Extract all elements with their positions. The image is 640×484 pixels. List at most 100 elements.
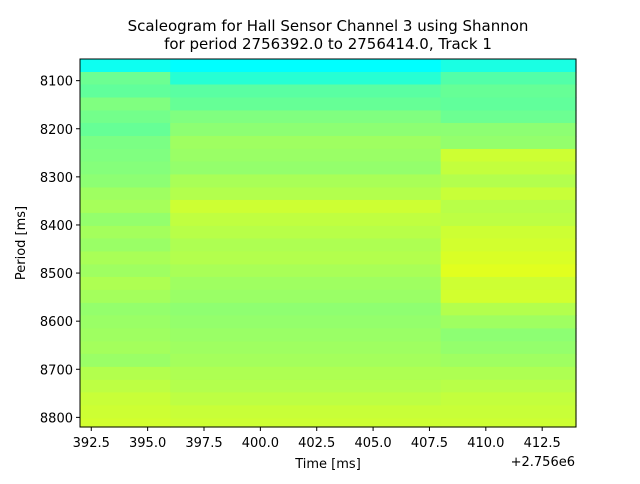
heatmap-cell bbox=[440, 251, 577, 266]
y-tick-label: 8700 bbox=[40, 363, 73, 378]
heatmap-cell bbox=[170, 161, 442, 176]
x-tick-label: 407.5 bbox=[411, 436, 448, 451]
heatmap-cell bbox=[170, 148, 442, 163]
heatmap-cell bbox=[440, 225, 577, 240]
heatmap-cell bbox=[80, 225, 171, 240]
heatmap-cell bbox=[170, 264, 442, 278]
x-axis-label: Time [ms] bbox=[294, 457, 361, 472]
heatmap-cell bbox=[80, 315, 171, 329]
x-tick-label: 412.5 bbox=[524, 436, 561, 451]
heatmap-cell bbox=[170, 84, 442, 99]
heatmap-cell bbox=[170, 392, 442, 406]
heatmap-cell bbox=[440, 84, 577, 99]
heatmap-cell bbox=[170, 110, 442, 124]
heatmap-cell bbox=[440, 315, 577, 329]
heatmap-cell bbox=[80, 302, 171, 316]
heatmap-cell bbox=[80, 353, 171, 368]
heatmap-cell bbox=[170, 122, 442, 137]
x-tick-label: 397.5 bbox=[185, 436, 222, 451]
heatmap-cell bbox=[80, 148, 171, 163]
heatmap-cell bbox=[440, 392, 577, 406]
heatmap-cell bbox=[80, 251, 171, 266]
heatmap-cell bbox=[80, 405, 171, 419]
heatmap-cell bbox=[170, 187, 442, 201]
heatmap-cell bbox=[80, 328, 171, 342]
y-axis-label: Period [ms] bbox=[14, 206, 29, 280]
heatmap-cell bbox=[80, 264, 171, 278]
heatmap-cell bbox=[80, 418, 171, 428]
heatmap-cell bbox=[80, 135, 171, 150]
heatmap-cell bbox=[80, 289, 171, 304]
heatmap-cell bbox=[440, 97, 577, 112]
chart-title-line1: Scaleogram for Hall Sensor Channel 3 usi… bbox=[128, 17, 529, 35]
heatmap-cell bbox=[440, 289, 577, 304]
heatmap-cell bbox=[80, 276, 171, 291]
heatmap-cell bbox=[440, 341, 577, 355]
y-tick-label: 8200 bbox=[40, 123, 73, 138]
heatmap-cell bbox=[170, 328, 442, 342]
heatmap-cell bbox=[440, 353, 577, 368]
heatmap-cell bbox=[170, 199, 442, 214]
heatmap-cell bbox=[170, 302, 442, 316]
heatmap-cell bbox=[170, 289, 442, 304]
heatmap-cell bbox=[440, 366, 577, 381]
plot-frame bbox=[79, 58, 577, 428]
heatmap-cell bbox=[170, 353, 442, 368]
heatmap-cell bbox=[440, 276, 577, 291]
heatmap-cell bbox=[80, 110, 171, 124]
x-tick-label: 410.0 bbox=[467, 436, 504, 451]
heatmap-cell bbox=[440, 161, 577, 176]
heatmap-cell bbox=[440, 264, 577, 278]
heatmap-cell bbox=[440, 110, 577, 124]
y-axis-ticks: 8100 8200 8300 8400 8500 8600 8700 8800 bbox=[40, 75, 80, 426]
heatmap-cell bbox=[440, 59, 577, 73]
heatmap-cell bbox=[440, 148, 577, 163]
chart-title-line2: for period 2756392.0 to 2756414.0, Track… bbox=[164, 35, 492, 53]
heatmap-cell bbox=[80, 199, 171, 214]
heatmap-cell bbox=[80, 379, 171, 393]
heatmap-cell bbox=[80, 392, 171, 406]
x-tick-label: 395.0 bbox=[129, 436, 166, 451]
y-tick-label: 8500 bbox=[40, 267, 73, 282]
heatmap-cell bbox=[440, 212, 577, 227]
x-axis-ticks: 392.5 395.0 397.5 400.0 402.5 405.0 407.5 410.0… bbox=[73, 427, 561, 451]
heatmap-cell bbox=[170, 135, 442, 150]
heatmap-cell bbox=[170, 212, 442, 227]
heatmap-cell bbox=[440, 199, 577, 214]
x-tick-label: 392.5 bbox=[73, 436, 110, 451]
heatmap-cell bbox=[440, 71, 577, 86]
heatmap-cell bbox=[440, 174, 577, 189]
heatmap-cell bbox=[440, 187, 577, 201]
heatmap-cell bbox=[440, 328, 577, 342]
heatmap-cell bbox=[170, 59, 442, 73]
heatmap-cell bbox=[440, 302, 577, 316]
heatmap-cells bbox=[80, 59, 577, 428]
heatmap-cell bbox=[170, 405, 442, 419]
y-tick-label: 8400 bbox=[40, 219, 73, 234]
heatmap-cell bbox=[170, 418, 442, 428]
heatmap-cell bbox=[170, 71, 442, 86]
heatmap-cell bbox=[440, 122, 577, 137]
heatmap-cell bbox=[80, 187, 171, 201]
heatmap-cell bbox=[80, 59, 171, 73]
heatmap-cell bbox=[170, 174, 442, 189]
heatmap-cell bbox=[170, 276, 442, 291]
heatmap-cell bbox=[170, 251, 442, 266]
heatmap-cell bbox=[440, 135, 577, 150]
y-tick-label: 8100 bbox=[40, 75, 73, 90]
y-tick-label: 8300 bbox=[40, 171, 73, 186]
heatmap-cell bbox=[170, 97, 442, 112]
heatmap-cell bbox=[80, 212, 171, 227]
heatmap-cell bbox=[80, 366, 171, 381]
heatmap-cell bbox=[440, 238, 577, 253]
heatmap-cell bbox=[80, 84, 171, 99]
x-tick-label: 400.0 bbox=[242, 436, 279, 451]
heatmap-cell bbox=[170, 366, 442, 381]
heatmap-cell bbox=[170, 315, 442, 329]
heatmap-cell bbox=[80, 97, 171, 112]
heatmap-cell bbox=[440, 379, 577, 393]
heatmap-cell bbox=[170, 238, 442, 253]
heatmap-cell bbox=[80, 122, 171, 137]
